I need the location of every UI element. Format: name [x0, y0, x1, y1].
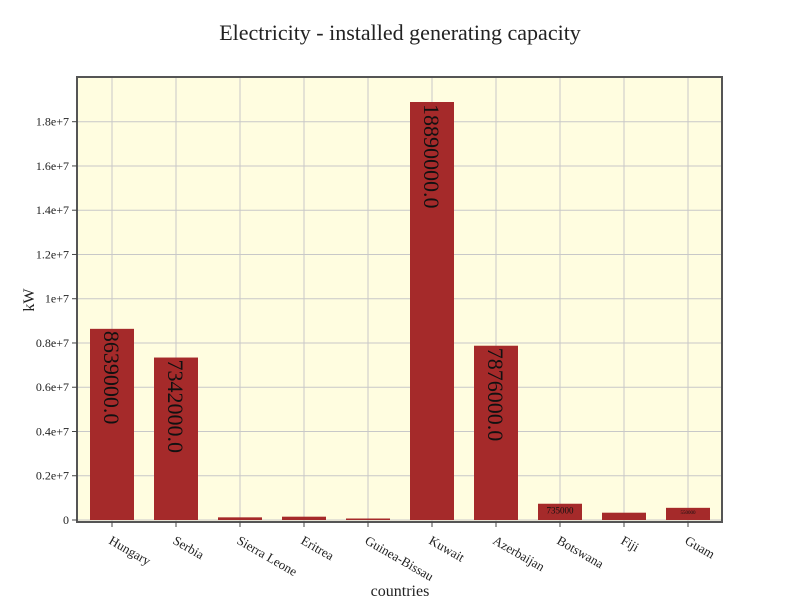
y-tick-label: 1e+7 [45, 292, 69, 306]
bar-data-label: 7876000.0 [483, 348, 508, 442]
x-axis-label: countries [371, 583, 430, 600]
y-tick-label: 0.8e+7 [36, 336, 69, 350]
y-tick-label: 1.2e+7 [36, 247, 69, 261]
bar-data-label: 550000 [681, 511, 697, 516]
x-tick-label: Botswana [555, 533, 607, 572]
bar-data-label: 735000 [547, 506, 575, 516]
y-axis-label: kW [21, 288, 38, 312]
bar [666, 507, 710, 520]
bar [282, 516, 326, 520]
bar-data-label: 18890000.0 [419, 104, 444, 209]
x-tick-label: Fiji [619, 533, 642, 555]
x-tick-label: Hungary [107, 533, 154, 569]
bar [346, 518, 390, 520]
bar [154, 357, 198, 520]
x-tick-label: Eritrea [299, 533, 337, 564]
bar-data-label: 8639000.0 [99, 331, 124, 425]
y-tick-label: 1.4e+7 [36, 203, 69, 217]
bar [602, 512, 646, 520]
chart-title: Electricity - installed generating capac… [219, 20, 581, 45]
y-axis-ticks: 0 0.2e+7 0.4e+7 0.6e+7 0.8e+7 1e+7 1.2e+7 1.4e+… [36, 115, 77, 527]
y-tick-label: 1.8e+7 [36, 115, 69, 129]
bar [218, 517, 262, 520]
y-tick-label: 0 [63, 513, 69, 527]
y-tick-label: 0.4e+7 [36, 424, 69, 438]
bar [538, 503, 582, 520]
x-tick-label: Azerbaijan [491, 533, 548, 575]
bar-data-label: 7342000.0 [163, 360, 188, 454]
y-tick-label: 0.2e+7 [36, 469, 69, 483]
bar [90, 328, 134, 520]
bar-data-labels: 8639000.0 7342000.0 18890000.0 7876000.0 735… [99, 104, 696, 516]
bars [90, 102, 710, 520]
y-tick-label: 0.6e+7 [36, 380, 69, 394]
bar [474, 345, 518, 520]
bar [410, 102, 454, 520]
x-tick-label: Serbia [171, 533, 207, 563]
x-tick-label: Guinea-Bissau [363, 533, 437, 585]
x-tick-label: Guam [683, 533, 718, 562]
x-tick-label: Kuwait [427, 533, 468, 565]
x-tick-label: Sierra Leone [235, 533, 301, 579]
y-tick-label: 1.6e+7 [36, 159, 69, 173]
plot-frame [76, 76, 723, 523]
